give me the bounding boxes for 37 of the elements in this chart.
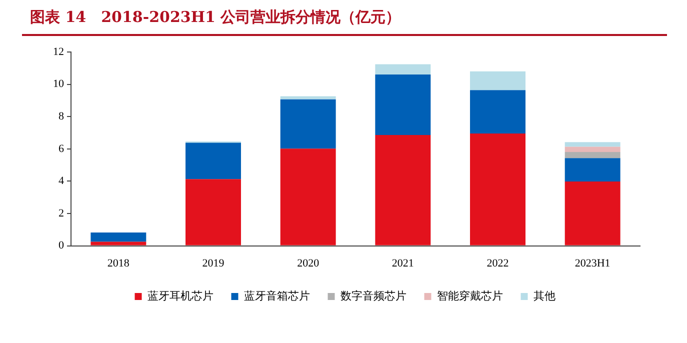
bar	[90, 242, 146, 246]
bar	[470, 134, 526, 246]
y-tick-label: 0	[58, 240, 64, 252]
chart-title: 图表 14 2018-2023H1 公司营业拆分情况（亿元）	[30, 8, 401, 27]
bar	[186, 179, 241, 246]
bar	[564, 146, 620, 152]
bar	[564, 158, 620, 182]
x-tick-label: 2022	[486, 257, 509, 270]
legend-label: 蓝牙耳机芯片	[147, 289, 214, 302]
y-tick-label: 6	[58, 142, 64, 155]
x-tick-label: 2021	[392, 257, 414, 270]
y-tick-label: 4	[58, 175, 64, 188]
bar	[470, 71, 526, 90]
bar	[470, 90, 526, 134]
bar	[375, 74, 431, 136]
bar	[564, 152, 620, 158]
x-tick-label: 2019	[202, 257, 225, 270]
bar	[564, 142, 620, 147]
bar	[280, 148, 336, 246]
y-tick-label: 8	[58, 110, 64, 122]
legend-label: 数字音频芯片	[340, 289, 406, 302]
bar	[564, 182, 620, 246]
x-tick-label: 2020	[297, 257, 320, 270]
bar	[90, 232, 146, 242]
bar	[186, 142, 241, 180]
x-tick-label: 2023H1	[574, 257, 610, 270]
bar	[375, 64, 431, 74]
y-tick-label: 10	[53, 78, 64, 90]
legend-label: 蓝牙音箱芯片	[244, 289, 310, 302]
x-tick-label: 2018	[107, 257, 130, 270]
y-tick-label: 2	[58, 207, 64, 220]
bar	[280, 99, 336, 149]
y-tick-label: 12	[53, 46, 64, 58]
bar	[280, 96, 336, 100]
bar	[375, 135, 431, 246]
legend-label: 其他	[533, 289, 556, 302]
legend-label: 智能穿戴芯片	[436, 289, 503, 302]
